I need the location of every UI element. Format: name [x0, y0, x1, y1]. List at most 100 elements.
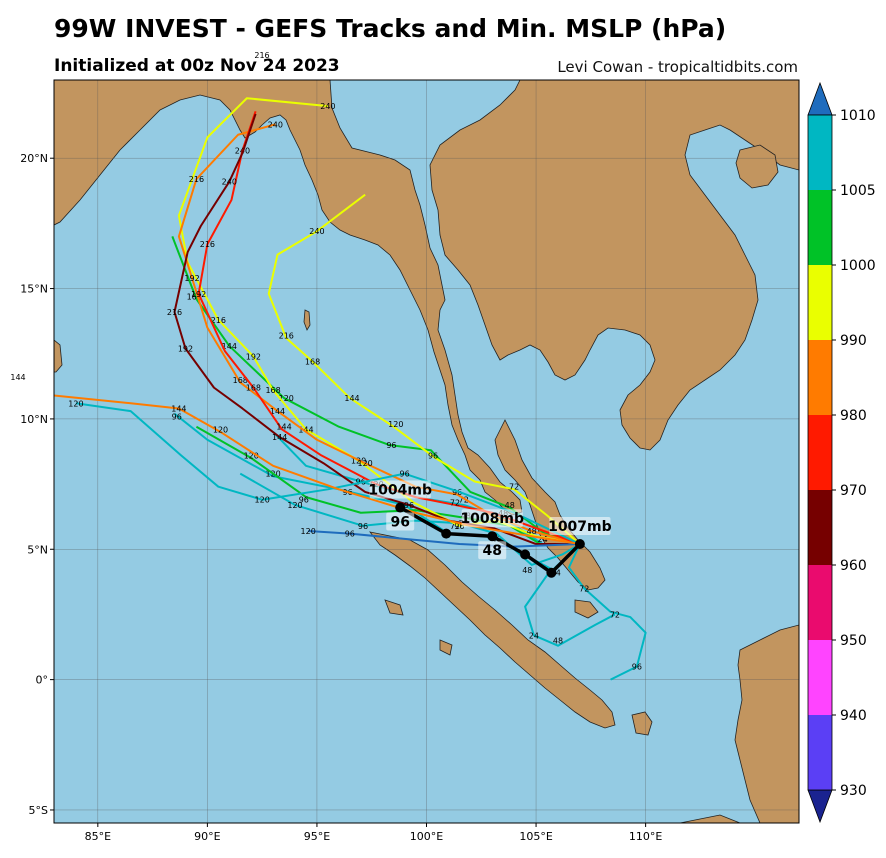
forecast-hour-label: 120: [358, 459, 373, 468]
colorbar-tick-label: 990: [840, 333, 867, 349]
colorbar-tick-label: 940: [840, 708, 867, 724]
colorbar-tick-label: 1010: [840, 108, 876, 124]
forecast-hour-label: 96: [399, 470, 409, 479]
forecast-hour-label: 96: [345, 530, 355, 539]
forecast-hour-label: 120: [301, 527, 316, 536]
landmass-india-bangladesh-myanmar: [54, 80, 523, 516]
forecast-hour-label: 240: [268, 120, 283, 129]
y-tick-label: 5°N: [27, 543, 48, 556]
mean-track-line: [399, 506, 582, 575]
colorbar-tick-label: 970: [840, 483, 867, 499]
forecast-hour-label: 168: [187, 292, 202, 301]
forecast-hour-label: 216: [200, 240, 215, 249]
forecast-hour-label: 216: [211, 316, 226, 325]
colorbar-band: [808, 565, 832, 640]
mean-track-point: [441, 528, 452, 539]
forecast-hour-label: 120: [244, 451, 259, 460]
forecast-hour-label: 72: [509, 483, 519, 492]
ensemble-track-line: [567, 543, 647, 681]
forecast-hour-label: 72: [610, 610, 620, 619]
forecast-hour-label: 72: [459, 496, 469, 505]
forecast-hour-label: 168: [246, 384, 261, 393]
colorbar-tick-label: 1005: [840, 183, 876, 199]
forecast-hour-label: 144: [298, 425, 313, 434]
credit-text: Levi Cowan - tropicaltidbits.com: [557, 58, 798, 76]
forecast-hour-label: 192: [191, 290, 206, 299]
y-tick-label: 15°N: [20, 283, 48, 296]
stray-hour-label-left: 144: [10, 373, 25, 382]
forecast-hour-label: 48: [522, 566, 532, 575]
y-tick-label: 5°S: [29, 804, 48, 817]
mean-track-point: [487, 531, 498, 542]
forecast-hour-label: 216: [189, 175, 204, 184]
pressure-label-box: [461, 509, 523, 528]
ensemble-track-line: [75, 402, 581, 545]
forecast-hour-label: 144: [222, 342, 237, 351]
mean-track-point: [574, 539, 585, 550]
forecast-hour-label: 120: [68, 399, 83, 408]
ensemble-track-line: [524, 543, 616, 647]
forecast-hour-label: 240: [320, 102, 335, 111]
forecast-hour-label: 96: [454, 522, 464, 531]
colorbar-bottom-arrow: [807, 789, 833, 824]
forecast-hour-label: 192: [246, 352, 261, 361]
forecast-hour-label: 168: [233, 376, 248, 385]
mean-track-point: [520, 549, 531, 560]
hour-label-box: [386, 512, 415, 531]
y-tick-label: 0°: [36, 674, 49, 687]
forecast-hour-label: 24: [538, 535, 548, 544]
forecast-hour-label: 144: [270, 407, 285, 416]
x-tick-label: 90°E: [194, 830, 220, 843]
forecast-hour-label: 96: [428, 451, 438, 460]
colorbar-band: [808, 715, 832, 790]
forecast-hour-label: 240: [309, 227, 324, 236]
ensemble-track-line: [54, 394, 581, 546]
ensemble-track-line: [308, 530, 580, 548]
x-tick-label: 100°E: [410, 830, 443, 843]
colorbar-band: [808, 490, 832, 565]
axes: 85°E 90°E 95°E 100°E 105°E 110°E 5°S 0° 5°N 10°N 1…: [20, 152, 662, 843]
ensemble-track-line: [177, 123, 581, 546]
forecast-hour-label: 96: [404, 501, 414, 510]
min-pressure-label: 1007mb: [548, 519, 612, 535]
y-tick-label: 20°N: [20, 152, 48, 165]
pressure-label-box: [549, 517, 611, 536]
forecast-hour-label: 120: [388, 420, 403, 429]
map-panel: 2448729612096487296120244872964896120144…: [54, 80, 799, 823]
x-tick-label: 85°E: [85, 830, 111, 843]
landmass-sri-lanka: [54, 339, 63, 373]
x-tick-label: 105°E: [519, 830, 552, 843]
forecast-hour-label: 72: [450, 522, 460, 531]
forecast-hour-label: 120: [279, 394, 294, 403]
forecast-hour-label: 48: [505, 501, 515, 510]
forecast-hour-label: 72: [579, 584, 589, 593]
forecast-hour-label: 216: [167, 308, 182, 317]
landmass-hainan: [735, 144, 779, 189]
forecast-hour-label: 144: [276, 423, 291, 432]
landmass-borneo: [734, 624, 799, 823]
forecast-hour-label: 240: [222, 178, 237, 187]
colorbar-top-arrow: [807, 81, 833, 116]
landmass-andaman-islands: [303, 309, 311, 331]
ensemble-track-line: [195, 425, 580, 546]
landmass-java-tip: [679, 814, 741, 823]
forecast-hour-label: 120: [255, 496, 270, 505]
landmass-islands-south: [384, 599, 599, 656]
colorbar-band: [808, 415, 832, 490]
forecast-hour-label: 96: [452, 488, 462, 497]
mean-track-point: [546, 567, 557, 578]
colorbar-tick-label: 1000: [840, 258, 876, 274]
mean-track-point: [395, 502, 406, 513]
min-pressure-label: 1008mb: [460, 511, 524, 527]
hour-label-box: [478, 541, 507, 560]
ensemble-track-line: [267, 193, 581, 545]
forecast-hour-label: 72: [450, 498, 460, 507]
forecast-hour-label: 48: [553, 637, 563, 646]
colorbar: 1010 1005 1000 990 980 970 960 950 940 930: [807, 81, 876, 824]
stray-hour-label-top: 216: [254, 51, 269, 60]
colorbar-band: [808, 190, 832, 265]
landmass-indochina: [429, 80, 799, 451]
chart-title: 99W INVEST - GEFS Tracks and Min. MSLP (…: [54, 14, 727, 43]
